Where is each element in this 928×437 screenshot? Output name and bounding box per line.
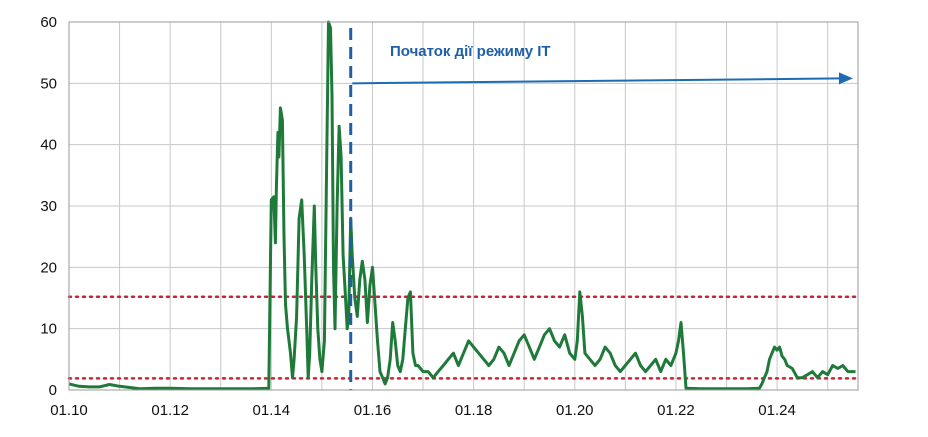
y-tick-label: 0 — [49, 382, 57, 399]
regime-arrow-line — [352, 77, 841, 85]
y-tick-label: 60 — [40, 14, 57, 31]
x-axis-ticks: 01.10 01.12 01.14 01.16 01.18 01.20 01.22 01.24 — [50, 402, 796, 419]
arrow-head-icon — [838, 72, 853, 85]
y-tick-label: 20 — [40, 259, 57, 276]
x-tick-label: 01.18 — [455, 402, 493, 419]
y-tick-label: 40 — [40, 137, 57, 154]
x-tick-label: 01.16 — [354, 402, 392, 419]
reference-lines — [67, 295, 860, 380]
y-axis-ticks: 0 10 20 30 40 50 60 — [40, 14, 57, 399]
y-tick-label: 10 — [40, 321, 57, 338]
x-tick-label: 01.14 — [253, 402, 291, 419]
x-tick-label: 01.10 — [50, 402, 88, 419]
plot-border — [68, 21, 859, 391]
x-tick-label: 01.24 — [758, 402, 796, 419]
series-line — [68, 20, 856, 391]
x-tick-label: 01.12 — [151, 402, 189, 419]
grid — [68, 21, 858, 391]
y-tick-label: 30 — [40, 198, 57, 215]
x-tick-label: 01.22 — [657, 402, 695, 419]
x-tick-label: 01.20 — [556, 402, 594, 419]
regime-start-annotation: Початок дії режиму ІТ — [390, 43, 551, 60]
y-tick-label: 50 — [40, 75, 57, 92]
